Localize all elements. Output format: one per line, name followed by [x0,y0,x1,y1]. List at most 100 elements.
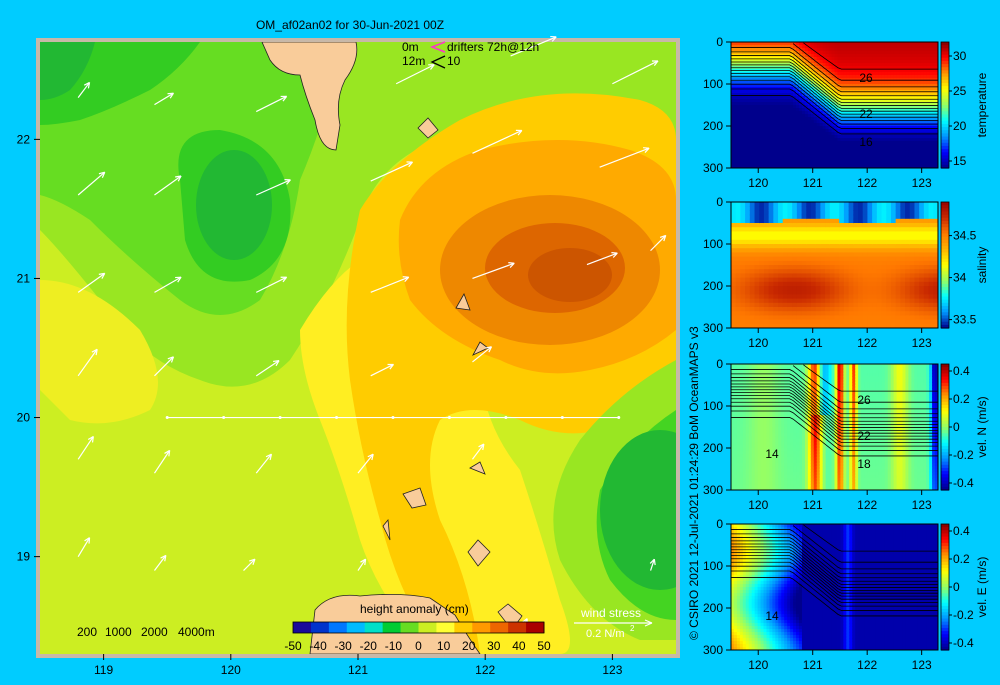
section-cell [900,273,905,278]
section-x-tick-label: 120 [748,176,768,190]
section-cell [816,290,821,295]
section-cell [924,215,929,220]
section-cell [825,303,830,308]
section-cell [816,248,821,253]
section-cell [896,269,901,274]
section-cell [924,257,929,262]
section-cell [787,223,792,228]
section-cell [811,206,816,211]
section-cell [886,231,891,236]
section-cell [802,320,807,325]
section-cell [759,261,764,266]
section-cell [849,257,854,262]
section-cell [835,278,840,283]
section-cell [839,219,844,224]
section-cell [759,215,764,220]
section-cell [792,311,797,316]
section-cell [830,311,835,316]
section-cell [891,236,896,241]
section-cell [736,320,741,325]
section-cell [858,248,863,253]
section-cell [886,315,891,320]
section-cell [882,273,887,278]
section-cell [919,231,924,236]
section-cell [835,227,840,232]
colorbar-swatch [383,622,401,633]
section-cell [853,252,858,257]
section-cell [745,210,750,215]
section-cell [759,252,764,257]
section-cell [797,215,802,220]
section-line-node [391,416,394,419]
section-cell [769,227,774,232]
colorbar-tick-label: 0 [415,639,422,653]
section-cell [910,278,915,283]
section-cell [891,252,896,257]
section-cell [877,206,882,211]
section-cell [806,252,811,257]
section-cell [900,257,905,262]
section-cell [816,219,821,224]
section-cell [792,286,797,291]
section-cell [844,307,849,312]
section-cell [886,278,891,283]
section-cell [910,248,915,253]
section-cell [872,303,877,308]
section-cell [900,215,905,220]
section-cell [900,248,905,253]
section-cell [736,206,741,211]
section-cell [773,320,778,325]
section-cell [764,315,769,320]
section-cell [825,286,830,291]
map-y-tick-label: 20 [17,411,31,425]
section-cell [830,290,835,295]
section-cell [830,240,835,245]
section-cell [867,206,872,211]
section-cell [867,290,872,295]
section-cell [886,294,891,299]
section-cell [900,252,905,257]
section-cell [778,286,783,291]
section-cell [872,286,877,291]
section-cell [891,202,896,207]
section-cell [792,215,797,220]
section-cell [792,219,797,224]
section-cell [844,269,849,274]
section-cell [778,223,783,228]
section-cell [858,290,863,295]
section-cell [900,320,905,325]
section-cell [783,257,788,262]
section-cell [924,252,929,257]
section-cell [797,286,802,291]
section-cell [914,261,919,266]
section-cell [778,252,783,257]
section-cell [792,257,797,262]
section-cell [797,231,802,236]
section-cell [896,210,901,215]
section-colorbar-tick-label: 20 [953,119,967,133]
section-cell [816,307,821,312]
section-cell [797,206,802,211]
section-cell [896,282,901,287]
section-cell [919,223,924,228]
section-cell [736,210,741,215]
section-cell [877,311,882,316]
section-cell [858,282,863,287]
section-cell [816,252,821,257]
section-cell [929,231,934,236]
section-cell [740,244,745,249]
section-cell [745,248,750,253]
section-cell [764,273,769,278]
section-cell [802,210,807,215]
section-cell [769,261,774,266]
section-cell [882,286,887,291]
section-cell [787,307,792,312]
section-cell [919,286,924,291]
section-cell [783,248,788,253]
section-cell [778,202,783,207]
section-cell [882,311,887,316]
section-cell [806,244,811,249]
section-cell [853,290,858,295]
section-cell [830,315,835,320]
section-cell [853,282,858,287]
